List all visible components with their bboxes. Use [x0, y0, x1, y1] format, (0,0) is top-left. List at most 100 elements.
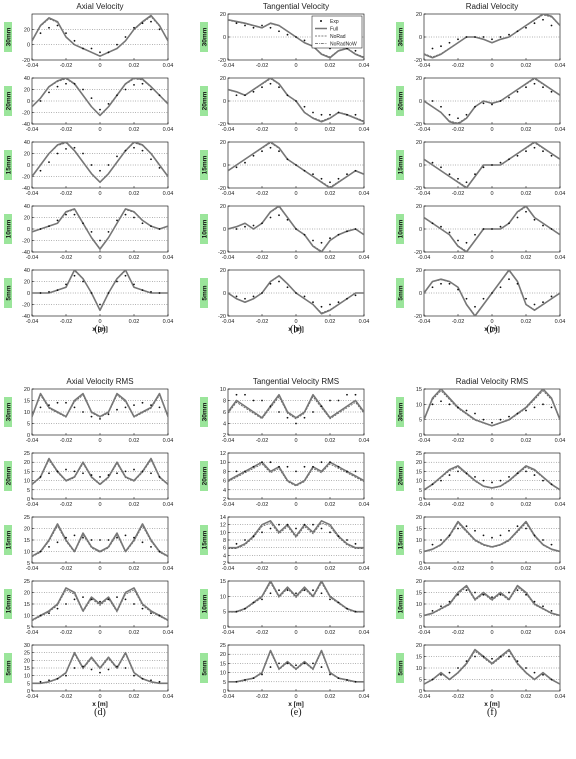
- exp-point: [252, 90, 255, 93]
- subplot-5mm: -20 0 20 -0.04 -0.02 0 0.02 0.04 5mm: [200, 268, 369, 325]
- chart-title: Axial Velocity RMS: [66, 377, 133, 386]
- exp-point: [354, 113, 357, 116]
- exp-point: [73, 406, 76, 409]
- exp-point: [141, 677, 144, 680]
- height-label-bg: [4, 22, 12, 52]
- exp-point: [261, 673, 263, 676]
- exp-point: [329, 461, 331, 464]
- exp-point: [440, 539, 442, 541]
- exp-point: [516, 589, 519, 592]
- exp-point: [48, 612, 50, 615]
- exp-point: [278, 523, 280, 526]
- subplot-30mm: 0 5 10 15 -0.04 -0.02 0 0.02 0.04 30mm: [396, 387, 565, 444]
- exp-point: [244, 679, 246, 681]
- exp-point: [261, 24, 263, 27]
- y-tick-label: 12: [220, 523, 226, 529]
- x-tick-label: 0: [98, 566, 101, 572]
- x-tick-label: -0.04: [418, 63, 431, 69]
- y-tick-label: 0: [27, 163, 30, 169]
- exp-point: [286, 416, 289, 419]
- exp-point: [141, 607, 144, 610]
- x-axis-label: x [m]: [92, 326, 108, 333]
- exp-point: [542, 86, 544, 89]
- x-tick-label: -0.02: [256, 502, 269, 508]
- exp-point: [508, 278, 510, 281]
- exp-point: [346, 173, 348, 176]
- exp-point: [73, 39, 76, 42]
- exp-point: [261, 461, 263, 464]
- subplot-20mm: 0 5 10 15 20 25 -0.04 -0.02 0 0.02 0.04 20mm: [396, 451, 565, 508]
- exp-point: [508, 655, 510, 658]
- series-norad: [228, 275, 364, 314]
- series-full: [228, 520, 364, 549]
- exp-point: [65, 401, 67, 404]
- exp-point: [48, 546, 50, 548]
- exp-point: [235, 94, 238, 97]
- y-tick-label: 4: [223, 553, 226, 559]
- y-tick-label: -20: [22, 175, 30, 181]
- exp-point: [82, 665, 84, 668]
- exp-point: [295, 164, 297, 166]
- exp-point: [508, 222, 510, 225]
- height-label: 5mm: [201, 285, 208, 300]
- x-tick-label: 0.02: [521, 566, 532, 572]
- height-label-bg: [396, 86, 404, 116]
- x-tick-label: -0.04: [222, 255, 235, 261]
- exp-point: [107, 668, 110, 671]
- subplot-20mm: -20 0 20 -0.04 -0.02 0 0.02 0.04 20mm: [396, 76, 565, 133]
- exp-point: [337, 399, 340, 402]
- y-tick-label: 0: [27, 689, 30, 695]
- height-label-bg: [200, 22, 208, 52]
- exp-point: [346, 230, 348, 233]
- x-tick-label: 0.04: [359, 438, 370, 444]
- x-tick-label: -0.02: [452, 319, 465, 325]
- exp-point: [465, 660, 468, 662]
- exp-point: [448, 671, 451, 674]
- exp-point: [295, 422, 297, 425]
- exp-point: [99, 671, 101, 674]
- chart-title: Radial Velocity RMS: [456, 377, 528, 386]
- exp-point: [116, 665, 118, 668]
- x-tick-label: -0.04: [222, 319, 235, 325]
- y-tick-label: -40: [22, 314, 30, 320]
- subplot-20mm: -20 0 20 -0.04 -0.02 0 0.02 0.04 20mm: [200, 76, 369, 133]
- y-tick-label: 15: [416, 469, 422, 475]
- exp-point: [516, 472, 519, 475]
- exp-point: [73, 82, 76, 85]
- exp-point: [90, 415, 93, 418]
- height-label-bg: [4, 214, 12, 244]
- height-label: 30mm: [397, 27, 404, 46]
- x-tick-label: -0.04: [26, 630, 39, 636]
- series-full: [228, 581, 364, 613]
- exp-point: [465, 409, 468, 412]
- exp-point: [56, 541, 59, 544]
- height-label-bg: [4, 525, 12, 555]
- exp-point: [56, 152, 59, 155]
- x-tick-label: 0: [490, 694, 493, 700]
- series-full: [32, 457, 168, 486]
- x-tick-label: 0.04: [359, 566, 370, 572]
- exp-point: [116, 472, 118, 475]
- y-tick-label: 6: [223, 410, 226, 416]
- x-tick-label: 0.04: [359, 630, 370, 636]
- exp-point: [158, 292, 161, 294]
- series-full: [32, 392, 168, 418]
- exp-point: [269, 26, 272, 29]
- x-tick-label: 0.04: [163, 63, 174, 69]
- exp-point: [295, 292, 297, 294]
- exp-point: [73, 470, 76, 473]
- exp-point: [533, 218, 536, 221]
- x-tick-label: -0.04: [222, 63, 235, 69]
- exp-point: [329, 598, 331, 601]
- exp-point: [542, 18, 544, 21]
- exp-point: [354, 610, 357, 613]
- y-tick-label: 0: [223, 35, 226, 41]
- y-tick-label: 10: [416, 666, 422, 672]
- exp-point: [116, 219, 118, 222]
- x-tick-label: -0.04: [222, 438, 235, 444]
- exp-point: [448, 600, 451, 603]
- series-full: [32, 14, 168, 57]
- subplot-30mm: -20 0 20 -0.04 -0.02 0 0.02 0.04 30mm: [396, 12, 565, 69]
- exp-point: [124, 534, 127, 537]
- y-tick-label: 15: [24, 538, 30, 544]
